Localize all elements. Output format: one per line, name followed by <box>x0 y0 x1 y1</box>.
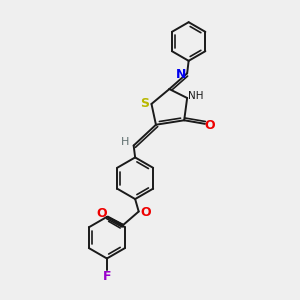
Text: O: O <box>97 207 107 220</box>
Text: H: H <box>121 137 130 147</box>
Text: O: O <box>205 119 215 132</box>
Text: O: O <box>140 206 151 219</box>
Text: N: N <box>176 68 186 81</box>
Text: S: S <box>140 97 149 110</box>
Text: F: F <box>103 270 111 284</box>
Text: NH: NH <box>188 91 204 100</box>
